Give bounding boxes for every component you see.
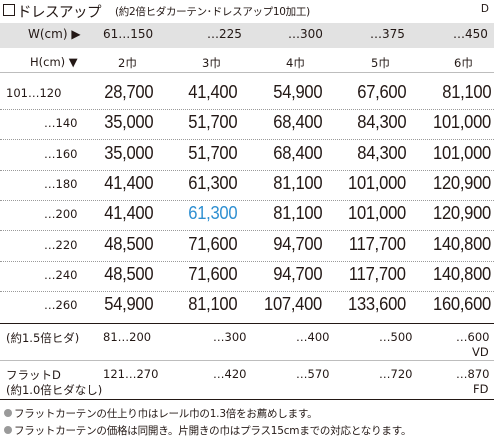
- table-divider: [0, 360, 494, 361]
- row-height-label: …180: [44, 176, 78, 191]
- panel-col-3: 4巾: [286, 56, 305, 70]
- fd-width-1: 121…270: [103, 367, 159, 381]
- row-height-label: …200: [44, 207, 78, 222]
- fd-label: フラットD: [6, 368, 61, 382]
- price-cell: 68,400: [272, 112, 322, 133]
- price-cell: 48,500: [103, 263, 153, 284]
- price-cell: 84,300: [356, 142, 406, 163]
- price-cell: 41,400: [103, 172, 153, 193]
- width-header-band: [0, 23, 494, 48]
- row-separator: [0, 230, 494, 232]
- row-height-label: …140: [44, 116, 78, 131]
- fd-width-2: …420: [213, 367, 247, 381]
- price-cell: 54,900: [272, 82, 322, 102]
- page-subtitle: (約2倍ヒダカーテン･ドレスアップ10加工): [115, 6, 310, 18]
- price-cell: 133,600: [348, 294, 406, 315]
- price-cell: 94,700: [272, 263, 322, 284]
- table-divider: [0, 323, 494, 324]
- price-cell: 140,800: [433, 263, 491, 284]
- note-1: フラットカーテンの仕上り巾はレール巾の1.3倍をお薦めします。: [4, 406, 318, 421]
- vd-code: VD: [472, 345, 489, 359]
- price-cell: 68,400: [272, 142, 322, 163]
- price-cell: 61,300: [187, 172, 237, 193]
- page-title: ドレスアップ: [17, 5, 102, 21]
- panel-col-5: 6巾: [454, 56, 473, 70]
- panel-col-4: 5巾: [371, 56, 390, 70]
- row-separator: [0, 290, 494, 292]
- note-1-text: フラットカーテンの仕上り巾はレール巾の1.3倍をお薦めします。: [14, 408, 318, 420]
- vd-width-5: …600: [456, 330, 490, 344]
- price-cell: 107,400: [264, 294, 322, 315]
- fd-code: FD: [473, 382, 489, 396]
- note-2-text: フラットカーテンの価格は同開き。片開きの巾はプラス15cmまでの対応となります。: [14, 425, 412, 437]
- fd-width-5: …870: [456, 367, 490, 381]
- row-separator: [0, 169, 494, 171]
- row-height-label: …160: [44, 146, 78, 161]
- vd-label: (約1.5倍ヒダ): [6, 331, 80, 345]
- title-checkbox-icon: [3, 4, 15, 16]
- price-cell: 81,100: [272, 203, 322, 224]
- price-cell: 101,000: [348, 203, 406, 224]
- width-label: W(cm) ▶: [28, 27, 81, 41]
- vd-width-3: …400: [296, 330, 330, 344]
- price-cell: 51,700: [187, 112, 237, 133]
- vd-width-1: 81…200: [103, 330, 152, 344]
- price-cell: 81,100: [272, 172, 322, 193]
- row-separator: [0, 260, 494, 262]
- price-cell: 84,300: [356, 112, 406, 133]
- table-bottom-line: [0, 399, 494, 400]
- price-cell: 67,600: [356, 82, 406, 102]
- price-cell: 54,900: [103, 294, 153, 315]
- height-label: H(cm) ▼: [30, 55, 78, 69]
- bullet-icon: [4, 426, 12, 434]
- row-height-label: …240: [44, 267, 78, 282]
- price-cell: 101,000: [433, 112, 491, 133]
- price-cell: 48,500: [103, 233, 153, 254]
- price-cell: 28,700: [103, 82, 153, 102]
- price-cell: 101,000: [348, 172, 406, 193]
- vd-width-2: …300: [213, 330, 247, 344]
- row-height-label: …220: [44, 237, 78, 252]
- price-cell: 117,700: [349, 263, 406, 284]
- price-cell: 117,700: [349, 233, 406, 254]
- panel-header-band: [0, 52, 494, 73]
- fd-width-4: …720: [379, 367, 413, 381]
- price-cell: 71,600: [187, 233, 237, 254]
- row-separator: [0, 109, 494, 110]
- fd-width-3: …570: [296, 367, 330, 381]
- width-col-2: …225: [207, 27, 242, 41]
- price-cell: 51,700: [187, 142, 237, 163]
- price-cell: 41,400: [103, 203, 153, 224]
- panel-col-1: 2巾: [118, 56, 137, 70]
- price-cell: 41,400: [187, 82, 237, 102]
- price-cell: 81,100: [441, 82, 491, 102]
- price-cell: 160,600: [433, 294, 491, 315]
- width-col-4: …375: [370, 27, 405, 41]
- width-col-1: 61…150: [103, 27, 154, 41]
- panel-col-2: 3巾: [202, 56, 221, 70]
- row-height-label: 101…120: [6, 86, 62, 100]
- width-col-3: …300: [288, 27, 323, 41]
- price-cell: 81,100: [187, 294, 237, 315]
- bullet-icon: [4, 409, 12, 417]
- width-col-5: …450: [453, 27, 488, 41]
- price-cell: 71,600: [187, 263, 237, 284]
- price-cell: 140,800: [433, 233, 491, 254]
- row-height-label: …260: [44, 298, 78, 313]
- title-code: D: [480, 3, 489, 15]
- price-cell: 35,000: [103, 112, 153, 133]
- row-separator: [0, 139, 494, 141]
- price-cell: 35,000: [103, 142, 153, 163]
- price-cell: 61,300: [187, 203, 237, 224]
- note-2: フラットカーテンの価格は同開き。片開きの巾はプラス15cmまでの対応となります。: [4, 423, 411, 438]
- row-separator: [0, 199, 494, 201]
- vd-width-4: …500: [379, 330, 413, 344]
- price-cell: 120,900: [433, 203, 491, 224]
- price-cell: 94,700: [272, 233, 322, 254]
- price-cell: 101,000: [433, 142, 491, 163]
- price-cell: 120,900: [433, 172, 491, 193]
- fd-sublabel: (約1.0倍ヒダなし): [6, 383, 103, 397]
